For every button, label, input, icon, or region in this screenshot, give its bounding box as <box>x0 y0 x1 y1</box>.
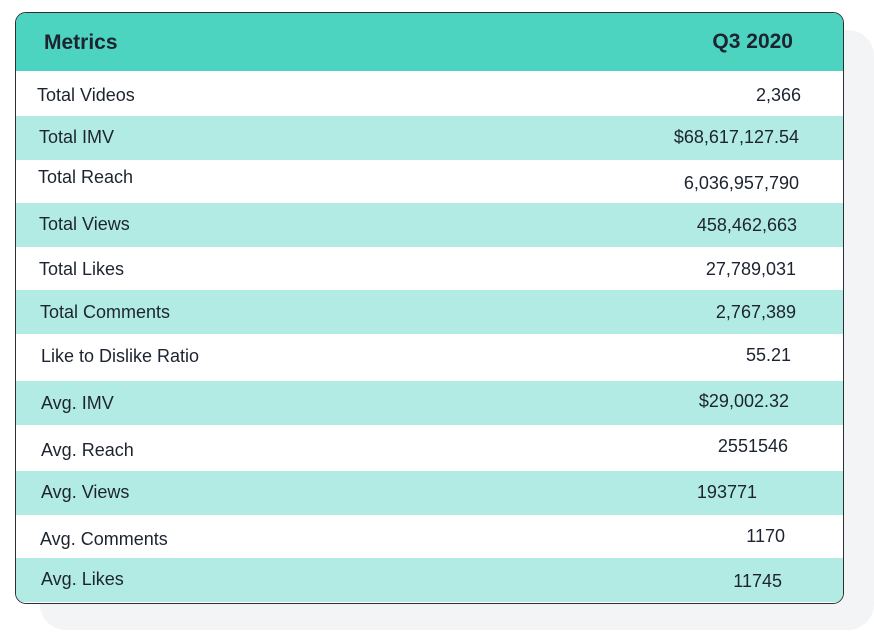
row-value: 2551546 <box>717 436 788 456</box>
row-value: 1170 <box>746 526 785 546</box>
row-label: Total Reach <box>38 167 134 187</box>
row-label: Total Videos <box>37 85 135 105</box>
table-row: Like to Dislike Ratio 55.21 <box>16 334 843 378</box>
row-label: Total Views <box>39 214 130 234</box>
table-row: Total IMV $68,617,127.54 <box>16 116 843 160</box>
row-value: 2,767,389 <box>715 302 796 322</box>
table-header: Metrics Q3 2020 <box>16 13 843 71</box>
row-value: 27,789,031 <box>705 259 796 279</box>
row-value: 2,366 <box>755 85 801 105</box>
table-row: Total Videos 2,366 <box>16 72 843 116</box>
row-value: 6,036,957,790 <box>683 173 799 193</box>
table-row: Avg. Reach 2551546 <box>16 427 843 471</box>
row-value: 11745 <box>733 571 782 591</box>
row-label: Avg. Likes <box>41 569 124 589</box>
table-row: Total Likes 27,789,031 <box>16 247 843 291</box>
row-label: Total Likes <box>39 259 125 279</box>
header-metrics: Metrics <box>44 31 118 54</box>
table-row: Total Views 458,462,663 <box>16 203 843 247</box>
row-label: Total Comments <box>40 302 171 322</box>
table-row: Avg. Likes 11745 <box>16 558 843 602</box>
row-label: Total IMV <box>39 127 115 147</box>
row-value: $29,002.32 <box>698 391 789 411</box>
row-label: Like to Dislike Ratio <box>41 346 200 366</box>
header-period: Q3 2020 <box>712 30 793 53</box>
row-label: Avg. Reach <box>41 440 134 460</box>
metrics-table: Metrics Q3 2020 Total Videos 2,366 Total… <box>15 12 844 604</box>
row-value: 55.21 <box>745 345 791 365</box>
table-row: Total Reach 6,036,957,790 <box>16 160 843 204</box>
row-value: 193771 <box>696 482 757 502</box>
row-label: Avg. Comments <box>40 529 168 549</box>
table-row: Avg. Comments 1170 <box>16 516 843 560</box>
row-label: Avg. Views <box>41 482 130 502</box>
table-row: Avg. IMV $29,002.32 <box>16 381 843 425</box>
row-value: $68,617,127.54 <box>673 127 799 147</box>
row-value: 458,462,663 <box>696 215 797 235</box>
row-label: Avg. IMV <box>41 393 114 413</box>
table-row: Avg. Views 193771 <box>16 471 843 515</box>
table-row: Total Comments 2,767,389 <box>16 290 843 334</box>
